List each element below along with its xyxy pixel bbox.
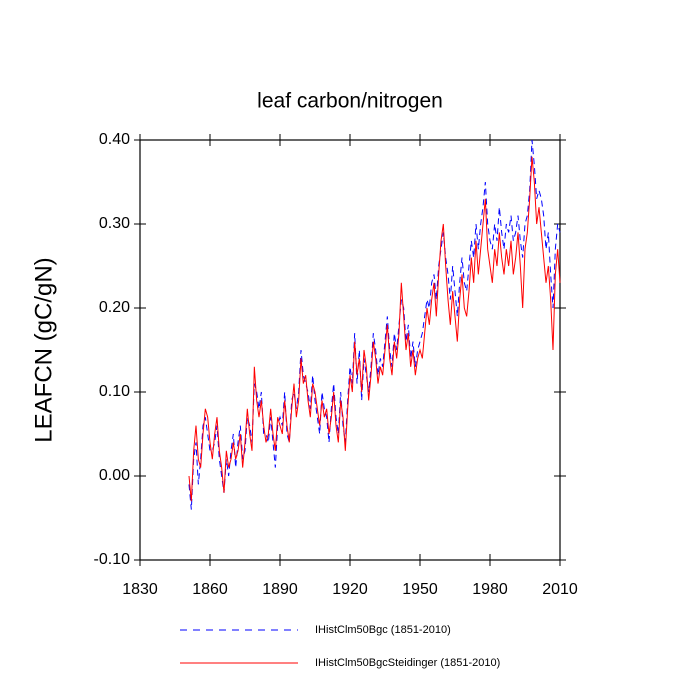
x-tick-label: 1860 [192,581,228,598]
legend-label: IHistClm50Bgc (1851-2010) [315,624,451,636]
x-tick-label: 1830 [122,581,158,598]
plot-frame [139,139,561,561]
legend-label: IHistClm50BgcSteidinger (1851-2010) [315,657,500,669]
x-tick-label: 1890 [262,581,298,598]
y-tick-label: 0.20 [99,299,130,316]
y-tick-label: 0.00 [99,467,130,484]
x-tick-label: 1950 [402,581,438,598]
x-tick-label: 2010 [542,581,578,598]
y-axis-label: LEAFCN (gC/gN) [30,257,57,442]
y-tick-label: 0.10 [99,383,130,400]
x-tick-label: 1920 [332,581,368,598]
y-tick-label: 0.40 [99,131,130,148]
x-tick-label: 1980 [472,581,508,598]
chart-title: leaf carbon/nitrogen [257,90,443,113]
series-line [188,156,561,502]
series-line [188,139,561,510]
y-tick-label: 0.30 [99,215,130,232]
y-tick-label: -0.10 [94,551,131,568]
